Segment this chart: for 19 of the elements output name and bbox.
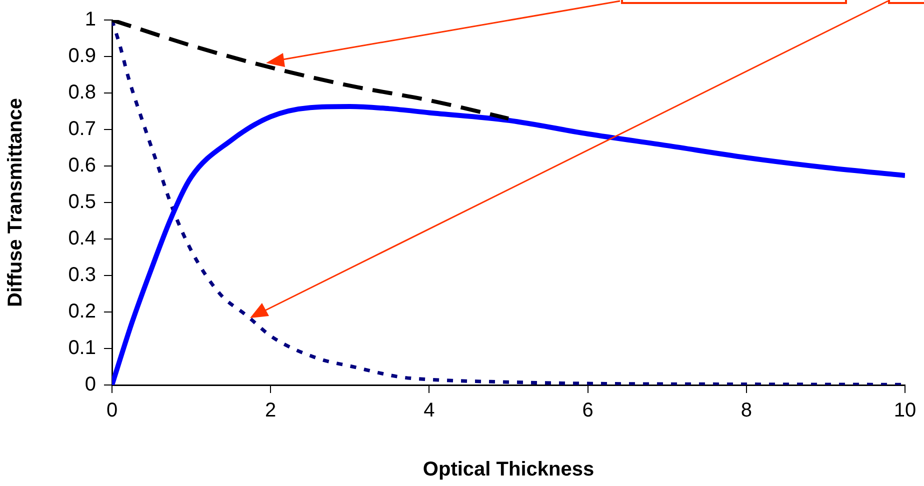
y-tick-label: 0.2 <box>68 300 96 323</box>
y-tick-label: 0 <box>84 374 96 396</box>
y-tick-label: 0.6 <box>68 154 96 177</box>
x-tick-label: 4 <box>424 400 435 422</box>
y-tick-label: 0.7 <box>68 118 96 140</box>
x-tick-label: 2 <box>265 400 276 422</box>
y-tick-label: 0.4 <box>68 228 96 250</box>
x-axis-title: Optical Thickness <box>422 458 594 481</box>
y-tick-label: 0.9 <box>68 45 96 68</box>
y-tick-label: 0.5 <box>68 191 96 214</box>
y-tick-label: 1 <box>84 8 96 31</box>
x-tick-label: 8 <box>740 400 752 422</box>
x-tick-label: 6 <box>582 400 594 422</box>
y-tick-label: 0.8 <box>68 82 96 104</box>
x-tick-label: 0 <box>106 400 118 422</box>
y-axis-title: Diffuse Transmittance <box>4 98 27 307</box>
y-tick-label: 0.1 <box>68 337 96 360</box>
y-tick-label: 0.3 <box>68 264 96 286</box>
x-tick-label: 10 <box>894 400 916 422</box>
